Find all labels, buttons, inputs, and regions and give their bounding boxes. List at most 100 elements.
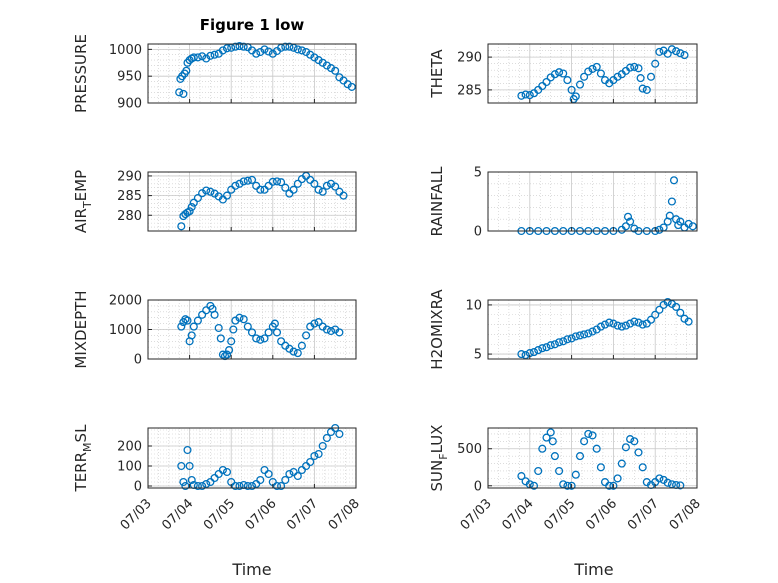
data-point — [584, 429, 593, 438]
data-point — [555, 68, 564, 77]
data-point — [584, 67, 593, 76]
data-point — [588, 431, 597, 440]
data-point — [555, 338, 564, 347]
data-point — [239, 177, 248, 186]
data-point — [293, 349, 302, 358]
data-point — [646, 72, 656, 81]
data-point — [187, 331, 196, 340]
data-point — [559, 69, 568, 78]
data-point — [630, 62, 639, 71]
data-point — [613, 321, 622, 330]
data-point — [672, 47, 681, 56]
subplot-5: 0 1000 2000 MIXDEPTH — [72, 290, 357, 369]
data-point — [202, 479, 211, 489]
data-point — [634, 448, 643, 457]
data-point — [538, 81, 547, 91]
subplot-4: 0 5 RAINFALL — [428, 166, 698, 240]
data-point — [626, 319, 635, 328]
data-point — [623, 212, 633, 221]
data-point — [310, 179, 319, 188]
data-point — [596, 463, 605, 472]
data-point — [314, 318, 323, 327]
data-point — [517, 472, 526, 481]
data-point — [665, 211, 674, 220]
data-point — [546, 341, 555, 350]
data-point — [575, 452, 585, 461]
data-point — [252, 479, 261, 489]
data-point — [206, 187, 215, 196]
y-tick-label: 280 — [117, 209, 142, 224]
data-point — [322, 325, 331, 334]
data-point — [335, 328, 344, 337]
data-point — [663, 297, 672, 307]
data-point — [210, 310, 219, 319]
data-point — [218, 465, 227, 475]
y-axis-label: PRESSURE — [72, 34, 90, 113]
data-point — [243, 322, 252, 331]
data-point — [550, 340, 559, 349]
data-point — [680, 51, 689, 60]
data-point — [260, 334, 269, 343]
data-point — [676, 481, 685, 490]
data-point — [676, 308, 685, 317]
data-point — [584, 329, 593, 338]
y-tick-label: 290 — [117, 169, 142, 184]
data-point — [630, 224, 639, 233]
data-point — [264, 47, 273, 56]
y-tick-label: 5 — [474, 166, 482, 181]
data-point — [542, 77, 551, 87]
data-point — [247, 481, 257, 491]
data-point — [688, 222, 697, 231]
data-point — [347, 82, 356, 91]
y-tick-label: 900 — [117, 97, 142, 112]
data-point — [638, 320, 647, 329]
data-point — [272, 328, 282, 337]
data-point — [252, 334, 261, 343]
y-tick-label: 100 — [117, 460, 142, 475]
data-point — [272, 481, 282, 491]
data-point — [218, 350, 227, 359]
data-point — [193, 193, 202, 203]
data-point — [189, 53, 198, 62]
data-point — [229, 325, 238, 334]
y-tick-label: 1000 — [109, 43, 142, 58]
y-tick-label: 2000 — [109, 294, 142, 309]
data-point — [609, 319, 618, 328]
data-point — [318, 441, 327, 451]
subplot-6: 5 10 H2OMIXRA — [428, 289, 698, 370]
data-point — [613, 72, 622, 81]
data-point — [256, 47, 265, 57]
data-point — [206, 477, 215, 487]
data-point — [596, 322, 605, 331]
data-point — [600, 320, 610, 329]
data-point — [179, 89, 188, 98]
data-point — [575, 80, 585, 89]
data-point — [277, 481, 286, 491]
data-point — [181, 481, 190, 491]
axes-box — [487, 427, 698, 489]
data-point — [239, 315, 248, 324]
y-tick-label: 200 — [117, 440, 142, 455]
data-point — [222, 44, 232, 53]
data-point — [559, 337, 568, 346]
data-point — [335, 429, 344, 439]
data-point — [270, 319, 279, 328]
data-point — [571, 332, 580, 341]
data-point — [322, 181, 331, 190]
data-point — [260, 465, 269, 475]
data-point — [243, 176, 252, 185]
subplot-3: 280 285 290 AIRTEMP — [72, 169, 357, 233]
data-point — [655, 305, 664, 314]
data-point — [222, 467, 232, 477]
y-axis-label: SUNFLUX — [428, 425, 450, 492]
data-point — [548, 437, 557, 446]
data-point — [189, 198, 198, 207]
axes-box — [147, 427, 357, 489]
data-point — [646, 315, 656, 324]
data-point — [322, 433, 331, 443]
data-point — [281, 475, 290, 485]
y-tick-label: 0 — [474, 479, 482, 494]
data-point — [563, 335, 572, 344]
y-tick-label: 285 — [117, 189, 142, 204]
axes-box — [487, 171, 698, 232]
